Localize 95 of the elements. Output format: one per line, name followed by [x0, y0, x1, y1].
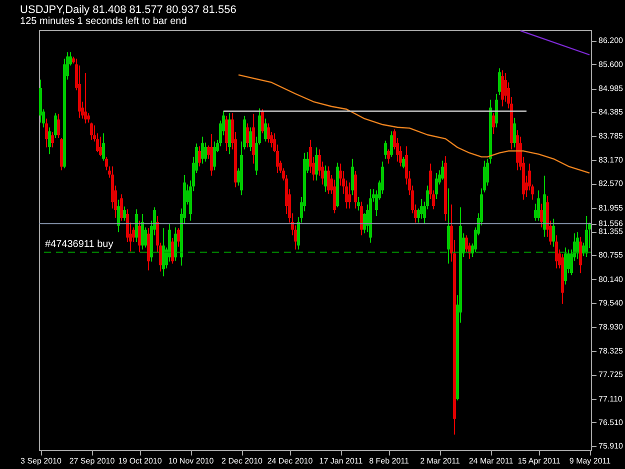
- y-tick-label: 76.510: [598, 418, 624, 427]
- y-tick-label: 81.556: [598, 219, 624, 228]
- candlestick: [498, 68, 501, 96]
- candlestick: [99, 136, 102, 157]
- candlestick: [135, 208, 138, 242]
- x-tick-label: 2 Dec 2010: [222, 456, 264, 466]
- candlestick: [120, 194, 123, 222]
- candlestick: [492, 112, 495, 135]
- candlestick: [327, 166, 330, 194]
- x-tick-label: 17 Jan 2011: [319, 456, 364, 466]
- chart-title: USDJPY,Daily 81.408 81.577 80.937 81.556: [20, 4, 236, 16]
- candlestick: [225, 115, 228, 152]
- candlestick: [198, 146, 201, 167]
- candlestick: [87, 112, 90, 124]
- candlestick: [357, 196, 360, 211]
- candlestick: [141, 213, 144, 250]
- candlestick: [360, 201, 363, 236]
- line-series: [238, 74, 590, 174]
- x-tick-label: 3 Sep 2010: [20, 456, 62, 466]
- y-tick-label: 78.325: [598, 346, 624, 356]
- chart-subtitle: 125 minutes 1 seconds left to bar end: [20, 16, 187, 27]
- candlestick: [495, 93, 498, 128]
- candlestick: [351, 158, 354, 196]
- candlestick: [48, 126, 51, 155]
- y-tick-label: 83.170: [598, 156, 624, 165]
- y-tick-label: 84.385: [598, 108, 624, 117]
- y-tick-label: 85.600: [598, 60, 624, 69]
- candlestick: [387, 148, 390, 164]
- candlestick: [123, 206, 126, 222]
- candlestick: [45, 118, 48, 148]
- candlestick: [501, 70, 504, 107]
- candlestick: [348, 182, 351, 209]
- candlestick: [579, 236, 582, 274]
- x-tick-label: 15 Apr 2011: [518, 456, 561, 466]
- candlestick: [90, 122, 93, 140]
- candlestick: [402, 156, 405, 169]
- candlestick: [384, 140, 387, 160]
- y-tick-label: 77.725: [598, 370, 624, 380]
- candlestick: [324, 165, 327, 192]
- candlestick: [447, 188, 450, 264]
- candlestick: [540, 203, 543, 228]
- candlestick: [315, 146, 318, 182]
- candlestick: [267, 122, 270, 144]
- candlestick: [57, 113, 60, 138]
- candlestick: [552, 218, 555, 248]
- candlestick: [537, 190, 540, 222]
- y-tick-label: 75.910: [598, 442, 624, 451]
- candlestick: [201, 136, 204, 164]
- ref-line-label: #47436911 buy: [45, 239, 114, 250]
- candlestick: [576, 232, 579, 260]
- y-tick-label: 80.140: [598, 274, 624, 284]
- candlestick: [585, 215, 588, 258]
- candlestick: [117, 199, 120, 233]
- candlestick: [261, 108, 264, 134]
- candlestick: [51, 132, 54, 148]
- candlestick: [435, 172, 438, 200]
- x-tick-label: 2 Mar 2011: [420, 456, 460, 466]
- y-tick-label: 79.540: [598, 298, 624, 308]
- x-tick-label: 19 Oct 2010: [118, 456, 162, 466]
- candlestick: [177, 228, 180, 248]
- candlestick: [102, 132, 105, 162]
- candlestick: [333, 179, 336, 214]
- candlestick: [204, 142, 207, 162]
- candlestick: [246, 122, 249, 148]
- x-tick-label: 8 Feb 2011: [369, 456, 410, 466]
- y-tick-label: 86.200: [598, 36, 624, 46]
- candlestick: [249, 126, 252, 152]
- y-tick-label: 81.955: [598, 203, 624, 212]
- y-tick-label: 77.110: [598, 394, 623, 404]
- x-tick-label: 9 May 2011: [569, 456, 612, 466]
- candlestick: [441, 160, 444, 180]
- candlestick: [138, 220, 141, 253]
- candlestick: [213, 141, 216, 171]
- candlestick: [162, 228, 165, 277]
- candlestick: [174, 226, 177, 262]
- candlestick: [420, 198, 423, 220]
- x-tick-label: 24 Dec 2010: [267, 456, 314, 466]
- y-tick-label: 83.785: [598, 131, 624, 140]
- candlestick: [210, 134, 213, 176]
- candlestick: [171, 238, 174, 264]
- candlestick: [555, 234, 558, 269]
- y-tick-label: 80.755: [598, 250, 624, 260]
- candlestick: [105, 156, 108, 171]
- candlestick: [390, 130, 393, 158]
- y-tick-label: 82.570: [598, 179, 624, 188]
- candlestick: [54, 112, 57, 138]
- y-tick-label: 84.985: [598, 84, 624, 94]
- candlestick: [264, 118, 267, 142]
- x-tick-label: 10 Nov 2010: [168, 456, 214, 466]
- y-tick-label: 81.355: [598, 227, 624, 236]
- y-tick-label: 78.930: [598, 322, 624, 332]
- candlestick: [84, 72, 87, 124]
- x-tick-label: 24 Mar 2011: [468, 456, 514, 466]
- x-tick-label: 27 Sep 2010: [69, 456, 116, 466]
- candlestick: [513, 117, 516, 148]
